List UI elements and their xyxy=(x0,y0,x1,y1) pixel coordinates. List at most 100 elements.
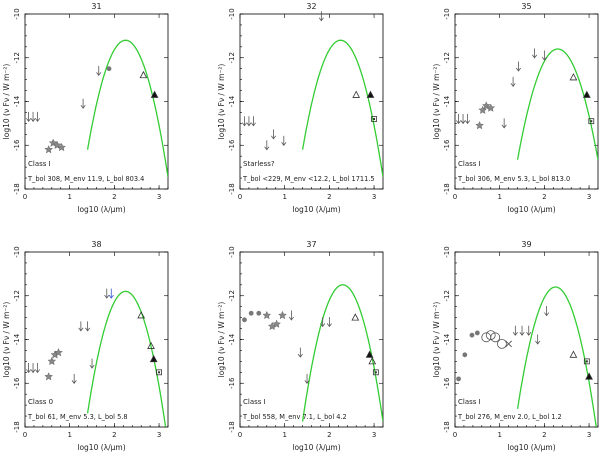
x-tick-label: 0 xyxy=(238,193,242,201)
upper-limit-arrowhead xyxy=(532,54,538,59)
open-triangle-marker xyxy=(139,70,148,79)
upper-limit-arrowhead xyxy=(108,294,114,299)
y-tick-label: -10 xyxy=(443,8,451,19)
model-sed-curve xyxy=(86,39,168,178)
square-marker-dot xyxy=(585,360,588,363)
upper-limit-arrowhead xyxy=(26,118,32,122)
x-tick-label: 3 xyxy=(157,431,161,439)
upper-limit-arrowhead xyxy=(78,327,84,332)
open-triangle-marker xyxy=(351,313,360,321)
y-tick-label: -18 xyxy=(228,421,236,432)
star-marker xyxy=(478,105,488,115)
upper-limit-arrowhead xyxy=(501,124,507,129)
upper-limit-arrowhead xyxy=(512,332,518,336)
y-tick-label: -10 xyxy=(13,246,21,257)
y-tick-label: -14 xyxy=(443,95,451,107)
upper-limit-arrowhead xyxy=(456,120,462,125)
panel-title: 32 xyxy=(306,2,316,11)
y-tick-label: -16 xyxy=(443,377,451,389)
y-tick-label: -12 xyxy=(443,290,451,301)
model-sed-curve xyxy=(301,39,383,178)
y-tick-label: -10 xyxy=(443,246,451,257)
x-axis-label: log10 (λ/μm) xyxy=(292,443,340,452)
y-tick-label: -18 xyxy=(13,183,21,194)
class-label: Starless? xyxy=(243,160,275,168)
y-axis-label: log10 (ν Fν / W m⁻²) xyxy=(2,64,11,140)
upper-limit-arrowhead xyxy=(297,353,303,358)
y-tick-label: -18 xyxy=(13,421,21,432)
x-tick-label: 2 xyxy=(112,193,116,201)
upper-limit-arrowhead xyxy=(96,72,102,77)
star-marker xyxy=(262,310,272,320)
upper-limit-arrowhead xyxy=(318,17,324,22)
x-axis-label: log10 (λ/μm) xyxy=(77,443,125,452)
panel-title: 37 xyxy=(306,240,316,249)
star-marker xyxy=(44,144,54,154)
y-tick-label: -14 xyxy=(13,95,21,107)
y-tick-label: -14 xyxy=(228,333,236,345)
upper-limit-arrowhead xyxy=(104,294,110,299)
square-marker-dot xyxy=(374,371,377,374)
x-tick-label: 2 xyxy=(542,193,546,201)
x-tick-label: 0 xyxy=(453,193,457,201)
star-marker xyxy=(475,120,485,130)
y-tick-label: -14 xyxy=(443,333,451,345)
open-circle-marker xyxy=(490,332,501,343)
filled-triangle-marker xyxy=(582,90,591,98)
upper-limit-arrowhead xyxy=(241,122,247,127)
y-tick-label: -12 xyxy=(228,52,236,63)
upper-limit-arrowhead xyxy=(326,323,332,328)
open-circle-marker xyxy=(485,330,496,341)
class-label: Class I xyxy=(458,160,481,168)
upper-limit-arrowhead xyxy=(89,364,95,369)
star-marker xyxy=(47,356,57,366)
y-tick-label: -14 xyxy=(228,95,236,107)
y-axis-label: log10 (ν Fν / W m⁻²) xyxy=(217,302,226,378)
open-triangle-marker xyxy=(569,350,578,358)
upper-limit-arrowhead xyxy=(26,369,32,374)
x-tick-label: 2 xyxy=(112,431,116,439)
x-tick-label: 1 xyxy=(67,193,71,201)
y-axis-label: log10 (ν Fν / W m⁻²) xyxy=(2,302,11,378)
model-sed-curve xyxy=(516,48,598,160)
upper-limit-arrowhead xyxy=(264,146,270,151)
x-axis-label: log10 (λ/μm) xyxy=(292,205,340,214)
y-axis-label: log10 (ν Fν / W m⁻²) xyxy=(432,64,441,140)
upper-limit-arrowhead xyxy=(30,369,36,374)
filled-circle-marker xyxy=(256,310,262,316)
y-tick-label: -16 xyxy=(228,377,236,389)
x-tick-label: 2 xyxy=(542,431,546,439)
upper-limit-arrowhead xyxy=(541,56,547,61)
filled-circle-marker xyxy=(462,352,468,358)
y-tick-label: -18 xyxy=(228,183,236,194)
y-tick-label: -18 xyxy=(443,421,451,432)
x-tick-label: 1 xyxy=(497,193,501,201)
class-label: Class I xyxy=(28,160,51,168)
square-marker-dot xyxy=(590,120,593,123)
y-tick-label: -12 xyxy=(443,52,451,63)
source-parameters: T_bol 276, M_env 2.0, L_bol 1.2 xyxy=(457,413,562,421)
cross-marker xyxy=(505,340,512,348)
class-label: Class 0 xyxy=(28,398,53,406)
y-tick-label: -16 xyxy=(13,139,21,151)
panel-32: 32 0 1 2 3 -18 -16 -14 -12 -10 log10 (λ/μm) log10 (… xyxy=(217,2,384,214)
source-parameters: T_bol 308, M_env 11.9, L_bol 803.4 xyxy=(27,175,144,183)
model-sed-curve xyxy=(301,284,383,422)
upper-limit-arrowhead xyxy=(544,312,550,317)
x-axis-label: log10 (λ/μm) xyxy=(507,443,555,452)
panel-title: 38 xyxy=(91,240,101,249)
filled-triangle-marker xyxy=(150,90,159,98)
source-parameters: T_bol 61, M_env 5.3, L_bol 5.8 xyxy=(27,413,128,421)
y-tick-label: -12 xyxy=(228,290,236,301)
open-square-marker xyxy=(372,369,379,376)
x-tick-label: 1 xyxy=(282,431,286,439)
upper-limit-arrowhead xyxy=(519,332,525,336)
filled-circle-marker xyxy=(456,376,461,382)
star-marker xyxy=(481,101,491,110)
y-tick-label: -10 xyxy=(13,8,21,19)
upper-limit-arrowhead xyxy=(80,104,86,109)
y-tick-label: -18 xyxy=(443,183,451,194)
x-tick-label: 0 xyxy=(23,193,27,201)
